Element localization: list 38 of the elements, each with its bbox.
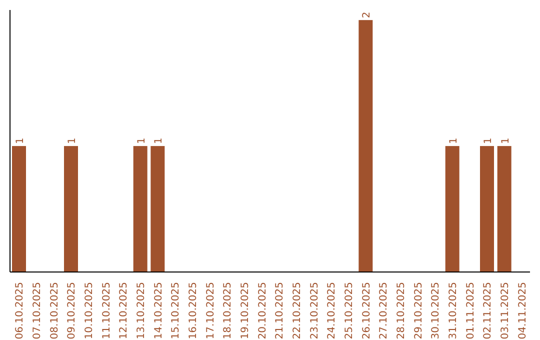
x-tick-label: 21.10.2025 <box>274 282 286 340</box>
x-tick-label: 02.11.2025 <box>482 282 494 340</box>
data-label: 1 <box>500 138 512 144</box>
x-tick-label: 31.10.2025 <box>448 282 459 340</box>
x-tick-label: 23.10.2025 <box>309 282 320 340</box>
x-tick-label: 29.10.2025 <box>413 282 424 340</box>
x-tick-label: 19.10.2025 <box>240 282 251 340</box>
x-tick-label: 20.10.2025 <box>257 282 268 340</box>
x-tick-label: 27.10.2025 <box>378 282 390 340</box>
x-tick-label: 30.10.2025 <box>430 282 442 340</box>
x-tick-label: 14.10.2025 <box>153 282 164 340</box>
x-tick-label: 13.10.2025 <box>136 282 147 340</box>
x-tick-label: 12.10.2025 <box>118 282 130 340</box>
x-tick-label: 07.10.2025 <box>32 282 43 340</box>
x-tick-label: 25.10.2025 <box>344 282 355 340</box>
data-label: 1 <box>15 138 26 144</box>
x-tick-label: 24.10.2025 <box>326 282 338 340</box>
x-tick-label: 22.10.2025 <box>292 282 303 340</box>
x-tick-label: 28.10.2025 <box>396 282 407 340</box>
data-label: 1 <box>154 138 165 144</box>
x-tick-label: 15.10.2025 <box>170 282 182 340</box>
x-tick-label: 04.11.2025 <box>517 282 528 340</box>
x-tick-label: 06.10.2025 <box>14 282 26 340</box>
x-tick-label: 03.11.2025 <box>500 282 511 340</box>
data-label: 1 <box>67 138 78 144</box>
x-tick-label: 18.10.2025 <box>222 282 234 340</box>
x-tick-label: 01.11.2025 <box>465 282 476 340</box>
x-tick-label: 10.10.2025 <box>84 282 95 340</box>
data-label: 1 <box>448 138 460 144</box>
x-tick-label: 26.10.2025 <box>361 282 372 340</box>
x-tick-label: 16.10.2025 <box>188 282 199 340</box>
data-label: 1 <box>483 138 494 144</box>
x-tick-label: 09.10.2025 <box>66 282 78 340</box>
x-tick-label: 17.10.2025 <box>205 282 216 340</box>
data-label: 1 <box>136 138 148 144</box>
data-label: 2 <box>362 12 373 18</box>
x-tick-label: 08.10.2025 <box>49 282 60 340</box>
x-tick-label: 11.10.2025 <box>101 282 112 340</box>
